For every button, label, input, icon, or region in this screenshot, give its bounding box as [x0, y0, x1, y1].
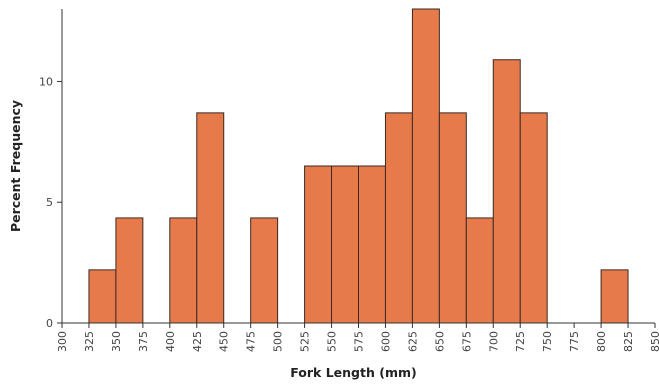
x-tick-label: 650 [433, 331, 446, 352]
bars-group [88, 8, 629, 324]
x-tick-label: 500 [272, 331, 285, 352]
y-tick-label: 5 [46, 196, 53, 209]
y-tick-label: 0 [46, 317, 53, 330]
x-axis-ticks: 300 325 350 375 400 425 450 475 500 525 550 575 600 6… [56, 323, 659, 352]
histogram-bar [465, 217, 494, 324]
x-tick-label: 825 [622, 331, 635, 352]
x-tick-label: 675 [460, 331, 473, 352]
x-tick-label: 325 [83, 331, 96, 352]
histogram-bar [88, 269, 117, 324]
x-tick-label: 475 [245, 331, 258, 352]
histogram-bar [250, 217, 279, 324]
histogram-bar [600, 269, 629, 324]
x-tick-label: 775 [568, 331, 581, 352]
x-tick-label: 700 [487, 331, 500, 352]
histogram-bar [115, 217, 144, 324]
x-tick-label: 600 [379, 331, 392, 352]
x-tick-label: 450 [218, 331, 231, 352]
x-tick-label: 750 [541, 331, 554, 352]
x-tick-label: 525 [299, 331, 312, 352]
x-tick-label: 300 [56, 331, 69, 352]
histogram-bar [358, 165, 386, 324]
histogram-bar [411, 8, 440, 324]
histogram-bar [331, 165, 359, 324]
x-tick-label: 550 [326, 331, 339, 352]
histogram-bar [492, 59, 521, 324]
y-axis-title: Percent Frequency [8, 100, 23, 232]
x-tick-label: 350 [110, 331, 123, 352]
y-tick-label: 10 [39, 75, 53, 88]
y-axis-ticks: 0 5 10 [39, 75, 62, 330]
x-tick-label: 850 [649, 331, 659, 352]
x-tick-label: 725 [514, 331, 527, 352]
x-tick-label: 425 [191, 331, 204, 352]
histogram-bar [169, 217, 198, 324]
histogram-bar [384, 112, 413, 324]
x-tick-label: 625 [406, 331, 419, 352]
x-tick-label: 400 [164, 331, 177, 352]
histogram-bar [519, 112, 548, 324]
histogram-bar [438, 112, 467, 324]
x-tick-label: 375 [137, 331, 150, 352]
x-axis-title: Fork Length (mm) [290, 365, 416, 380]
histogram-bar [304, 165, 333, 324]
x-tick-label: 800 [595, 331, 608, 352]
histogram-bar [196, 112, 225, 324]
x-tick-label: 575 [353, 331, 366, 352]
